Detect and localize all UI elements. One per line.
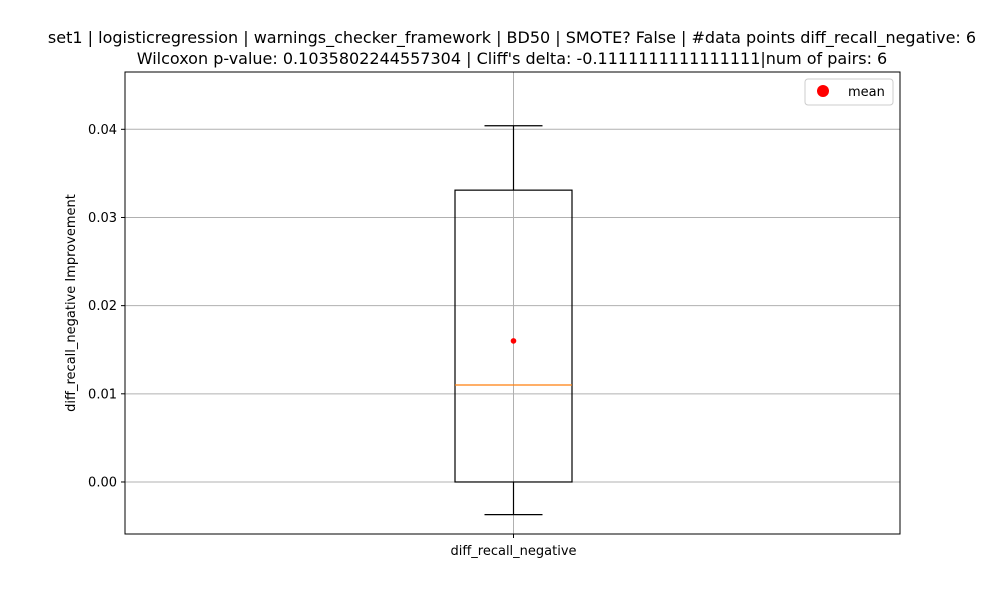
box-group [454,125,573,516]
y-ticks: 0.00 0.01 0.02 0.03 0.04 [88,123,125,490]
x-tick-label: diff_recall_negative [450,544,576,559]
y-tick-label: 0.03 [88,211,117,226]
legend-mean-label: mean [848,85,885,100]
mean-point [510,338,517,344]
box-iqr [454,189,573,483]
y-axis-label: diff_recall_negative Improvement [64,194,79,412]
y-tick-label: 0.04 [88,123,117,138]
legend-box [804,78,894,106]
y-tick-label: 0.02 [88,299,117,314]
x-ticks: diff_recall_negative [450,534,577,559]
legend-mean-marker [817,85,829,97]
y-tick-label: 0.01 [88,387,117,402]
legend: mean [804,78,894,106]
y-tick-label: 0.00 [88,475,117,490]
grid-lines [125,72,900,534]
plot-area-frame [124,71,901,535]
chart-title-line-1: set1 | logisticregression | warnings_che… [48,28,976,48]
chart-title-line-2: Wilcoxon p-value: 0.1035802244557304 | C… [137,49,887,68]
